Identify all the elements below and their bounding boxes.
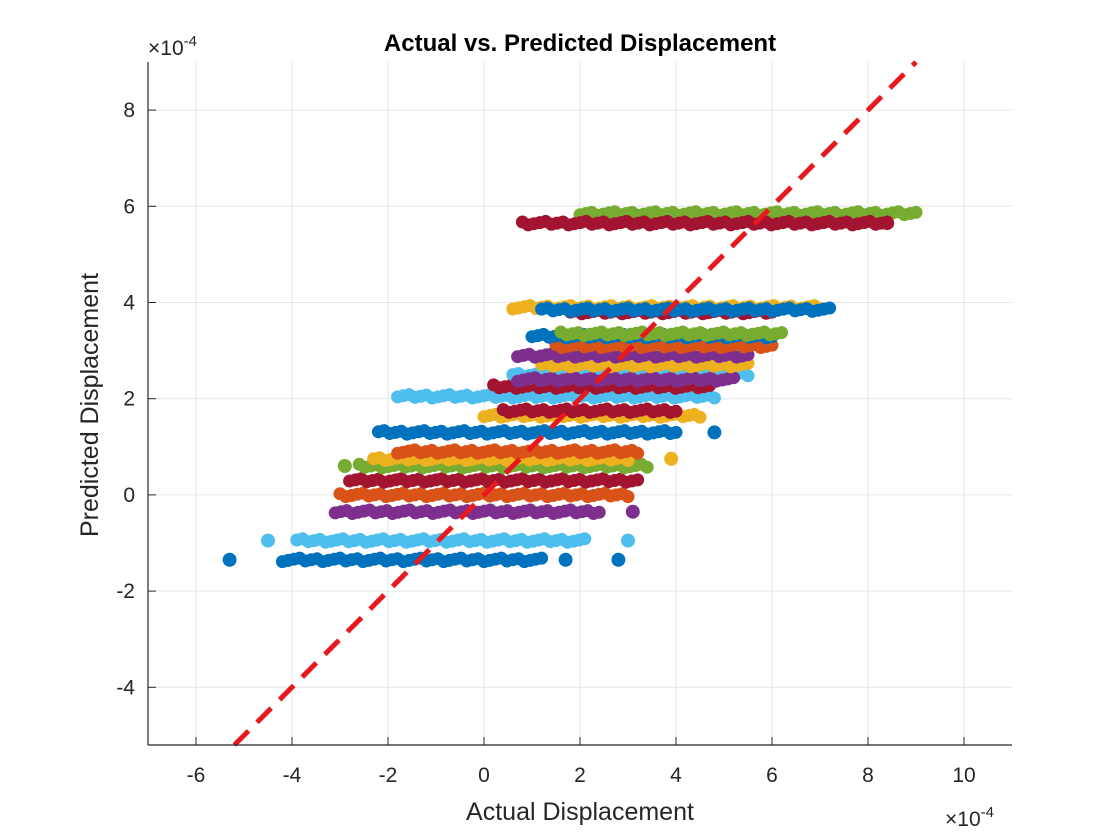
data-point-outlier — [261, 533, 275, 548]
data-point-outlier — [558, 552, 573, 567]
data-layer — [222, 205, 923, 569]
data-point — [693, 410, 707, 424]
data-point — [707, 391, 721, 405]
x-tick-label: 0 — [478, 764, 490, 787]
y-exponent-label: ×10-4 — [148, 33, 197, 60]
y-tick-label: 2 — [123, 388, 135, 411]
y-tick-label: 8 — [123, 99, 135, 122]
data-point — [631, 473, 645, 487]
x-tick-label: 2 — [574, 764, 586, 787]
data-point-outlier — [880, 216, 895, 231]
data-point — [535, 551, 549, 565]
x-tick-label: -2 — [379, 764, 398, 787]
data-point — [621, 490, 635, 504]
data-point — [592, 505, 606, 519]
data-point — [909, 205, 923, 219]
grid-layer — [148, 62, 1012, 745]
data-point — [669, 404, 683, 418]
y-tick-label: 6 — [123, 195, 135, 218]
data-point-outlier — [222, 552, 237, 567]
reference-line-y-equals-x — [232, 60, 918, 747]
data-point-outlier — [625, 504, 640, 519]
data-point-outlier — [664, 451, 679, 466]
data-point — [669, 425, 683, 439]
y-tick-label: -4 — [116, 676, 135, 699]
data-point-outlier — [707, 425, 722, 440]
x-axis-label: Actual Displacement — [466, 798, 694, 826]
x-tick-label: -4 — [283, 764, 302, 787]
y-tick-label: 4 — [123, 291, 135, 314]
data-point-outlier — [337, 459, 352, 473]
x-tick-label: 10 — [952, 764, 975, 787]
data-point — [823, 301, 837, 315]
data-point-outlier — [611, 552, 626, 567]
x-tick-label: -6 — [187, 764, 206, 787]
data-point — [578, 532, 592, 546]
x-exponent-label: ×10-4 — [945, 804, 994, 831]
data-point — [741, 369, 755, 383]
data-point — [775, 326, 789, 340]
y-tick-label: -2 — [116, 580, 135, 603]
data-point-outlier — [621, 533, 635, 548]
data-point — [727, 371, 741, 385]
x-tick-label: 8 — [862, 764, 874, 787]
x-tick-label: 6 — [766, 764, 778, 787]
y-tick-label: 0 — [123, 484, 135, 507]
data-point — [640, 460, 654, 474]
x-tick-label: 4 — [670, 764, 682, 787]
chart-title: Actual vs. Predicted Displacement — [384, 30, 776, 57]
y-axis-label: Predicted Displacement — [76, 273, 104, 537]
data-point — [631, 446, 645, 460]
axes-layer — [147, 62, 1012, 746]
x-tick-labels: -6 -4 -2 0 2 4 6 8 10 — [187, 764, 976, 787]
y-tick-labels: -4 -2 0 2 4 6 8 — [116, 99, 135, 699]
